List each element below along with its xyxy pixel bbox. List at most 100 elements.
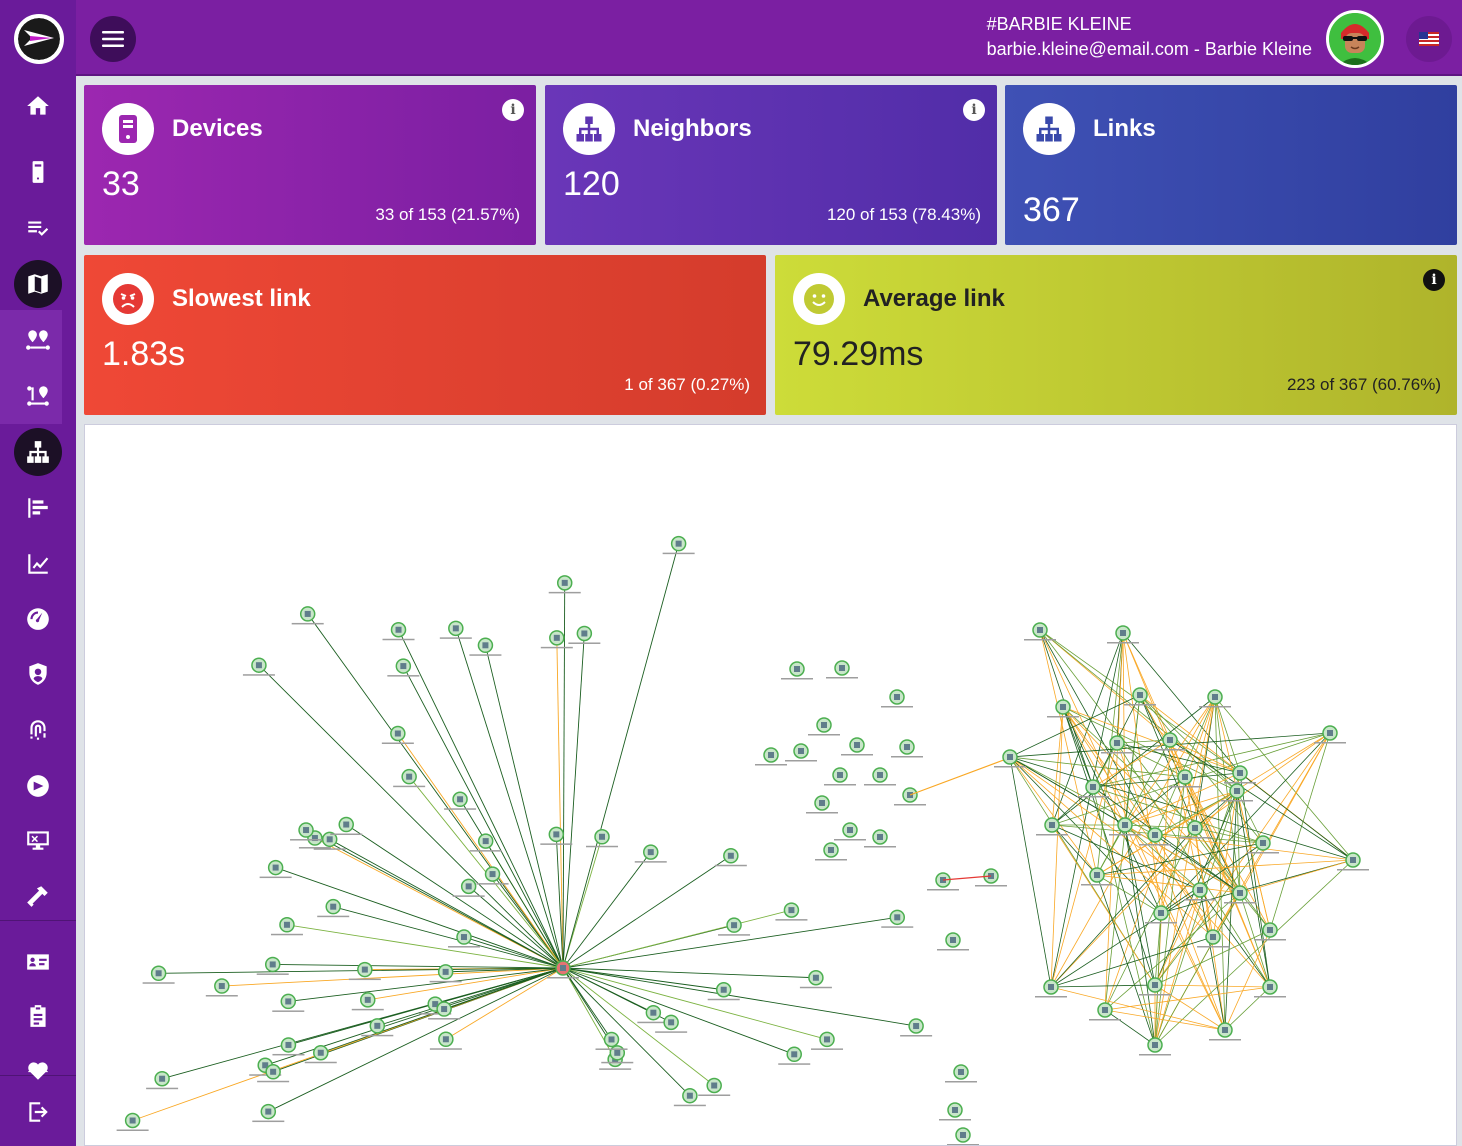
graph-node[interactable] <box>469 637 502 656</box>
graph-node[interactable] <box>864 767 896 786</box>
graph-node[interactable] <box>806 795 838 814</box>
graph-node[interactable] <box>205 978 238 997</box>
graph-node[interactable] <box>142 965 175 984</box>
graph-node[interactable] <box>778 1046 811 1065</box>
graph-node[interactable] <box>330 816 363 836</box>
info-icon[interactable]: i <box>1423 269 1445 291</box>
links-card[interactable]: Links 367 <box>1005 85 1457 245</box>
graph-node[interactable] <box>146 1070 179 1090</box>
graph-node[interactable] <box>313 831 346 850</box>
graph-node[interactable] <box>1145 905 1177 924</box>
graph-node[interactable] <box>881 909 914 928</box>
graph-node[interactable] <box>387 658 420 677</box>
graph-node[interactable] <box>1197 929 1229 948</box>
graph-node[interactable] <box>428 1001 461 1020</box>
devices-card[interactable]: Devices 33 33 of 153 (21.57%) i <box>84 85 536 245</box>
topology-icon[interactable] <box>14 428 62 476</box>
avatar[interactable] <box>1326 10 1384 68</box>
graph-node[interactable] <box>945 1064 977 1083</box>
graph-node[interactable] <box>242 657 275 676</box>
graph-node[interactable] <box>655 1014 688 1033</box>
shield-icon[interactable] <box>14 650 62 698</box>
graph-node[interactable] <box>429 1031 462 1050</box>
graph-node[interactable] <box>1224 885 1256 904</box>
graph-node[interactable] <box>755 747 787 766</box>
graph-node[interactable] <box>1199 689 1231 708</box>
graph-node[interactable] <box>361 1018 394 1037</box>
graph-node[interactable] <box>1124 687 1156 706</box>
graph-node[interactable] <box>259 859 292 879</box>
graph-node[interactable] <box>864 829 896 848</box>
graph-node[interactable] <box>348 961 381 981</box>
arrow-circle-icon[interactable] <box>14 762 62 810</box>
graph-node[interactable] <box>1139 977 1171 996</box>
graph-node[interactable] <box>381 725 414 745</box>
graph-node[interactable] <box>351 992 384 1011</box>
routes-icon[interactable] <box>14 316 62 364</box>
graph-node[interactable] <box>1077 779 1109 798</box>
graph-node[interactable] <box>568 625 601 644</box>
graph-node[interactable] <box>975 868 1007 887</box>
graph-node[interactable] <box>595 1031 628 1050</box>
info-icon[interactable]: i <box>502 99 524 121</box>
graph-node[interactable] <box>799 970 832 989</box>
graph-node[interactable] <box>439 620 472 639</box>
graph-node[interactable] <box>891 739 923 758</box>
graph-node[interactable] <box>452 878 485 897</box>
graph-node[interactable] <box>927 872 959 891</box>
line-chart-icon[interactable] <box>14 540 62 588</box>
graph-node[interactable] <box>707 982 740 1001</box>
graph-node[interactable] <box>429 964 462 983</box>
graph-node[interactable] <box>272 1037 305 1056</box>
graph-node[interactable] <box>673 1087 706 1107</box>
graph-node[interactable] <box>272 993 305 1012</box>
clipboard-icon[interactable] <box>14 992 62 1040</box>
graph-node[interactable] <box>1169 769 1201 788</box>
graph-node[interactable] <box>808 717 840 736</box>
home-icon[interactable] <box>14 82 62 130</box>
graph-node[interactable] <box>662 535 695 555</box>
graph-node[interactable] <box>1107 625 1139 644</box>
slowest-link-card[interactable]: Slowest link 1.83s 1 of 367 (0.27%) <box>84 255 766 415</box>
graph-node[interactable] <box>811 1031 844 1050</box>
graph-node[interactable] <box>1101 735 1133 754</box>
graph-node[interactable] <box>393 768 426 788</box>
id-card-icon[interactable] <box>14 938 62 986</box>
graph-node[interactable] <box>1139 827 1171 846</box>
graph-node[interactable] <box>1184 882 1216 901</box>
graph-node[interactable] <box>718 917 751 936</box>
graph-node[interactable] <box>994 749 1026 768</box>
graph-node[interactable] <box>834 822 866 841</box>
network-topology-graph[interactable] <box>84 424 1457 1146</box>
checklist-icon[interactable] <box>14 204 62 252</box>
graph-node[interactable] <box>1221 783 1253 802</box>
user-info[interactable]: #BARBIE KLEINE barbie.kleine@email.com -… <box>987 14 1312 60</box>
graph-node[interactable] <box>939 1102 971 1121</box>
info-icon[interactable]: i <box>963 99 985 121</box>
graph-node[interactable] <box>290 822 323 841</box>
menu-toggle-button[interactable] <box>90 16 136 62</box>
graph-node[interactable] <box>1109 817 1141 836</box>
graph-node[interactable] <box>900 1018 933 1037</box>
graph-node[interactable] <box>1337 852 1369 871</box>
graph-node[interactable] <box>586 829 619 848</box>
graph-node[interactable] <box>937 932 969 951</box>
speedometer-icon[interactable] <box>14 594 62 642</box>
graph-node[interactable] <box>1024 622 1056 641</box>
graph-node[interactable] <box>1139 1037 1171 1056</box>
graph-node[interactable] <box>547 960 579 979</box>
route-alt-icon[interactable] <box>14 372 62 420</box>
graph-node[interactable] <box>476 866 509 885</box>
average-link-card[interactable]: Average link 79.29ms 223 of 367 (60.76%)… <box>775 255 1457 415</box>
fingerprint-icon[interactable] <box>14 706 62 754</box>
graph-node[interactable] <box>548 575 581 594</box>
logout-icon[interactable] <box>14 1088 62 1136</box>
monitor-icon[interactable] <box>14 816 62 864</box>
graph-node[interactable] <box>1036 817 1068 836</box>
graph-node[interactable] <box>1209 1022 1241 1041</box>
graph-node[interactable] <box>257 1064 290 1083</box>
graph-node[interactable] <box>540 826 573 845</box>
graph-node[interactable] <box>781 661 813 680</box>
device-icon[interactable] <box>14 148 62 196</box>
graph-node[interactable] <box>1314 725 1346 744</box>
